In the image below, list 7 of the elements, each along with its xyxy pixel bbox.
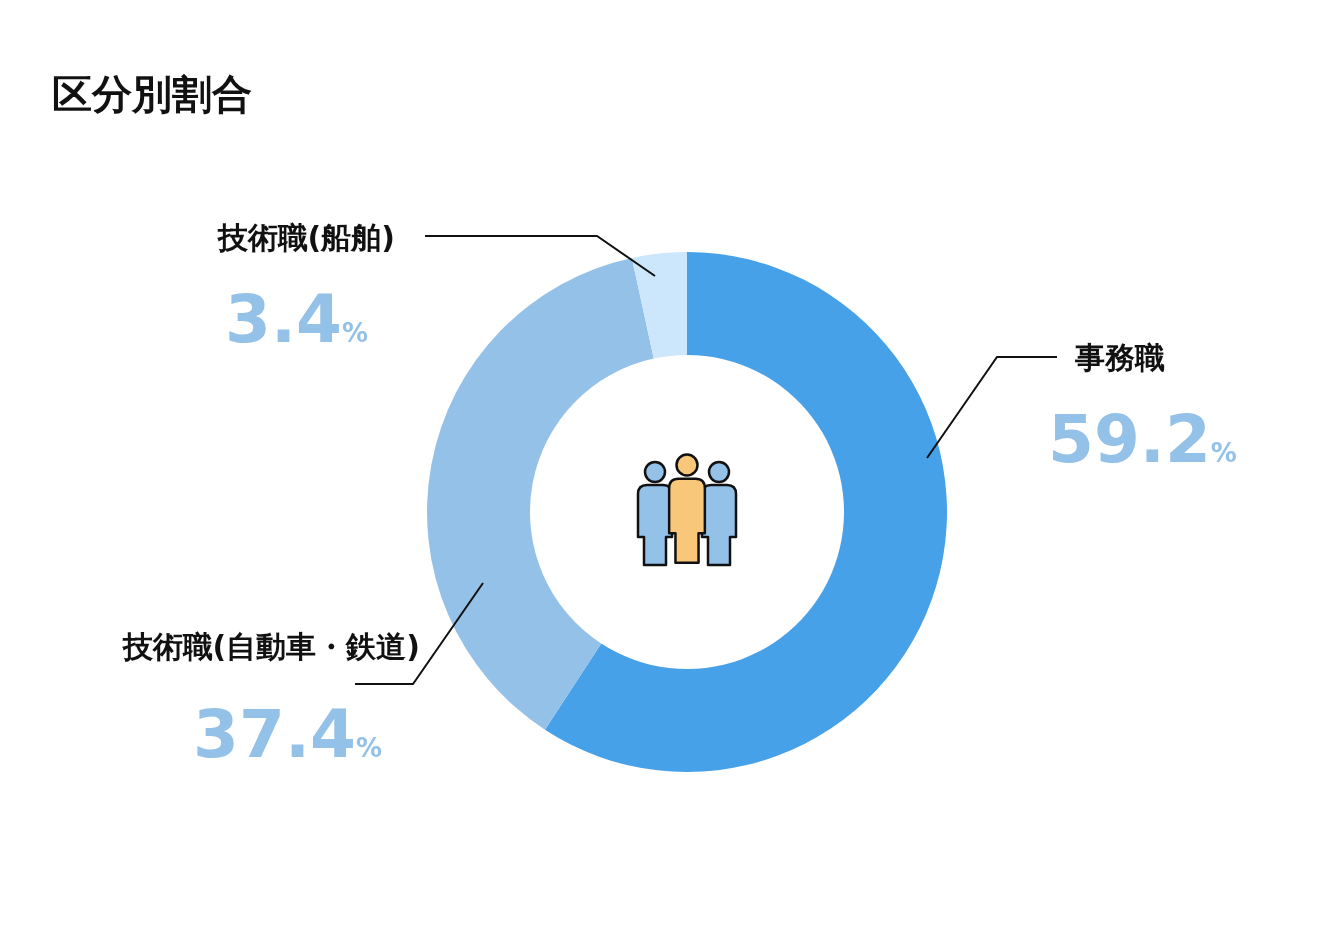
slice-label: 技術職(自動車・鉄道) [121, 629, 420, 664]
data-label: 3.4% [225, 281, 368, 358]
slice-label: 事務職 [1074, 340, 1165, 375]
data-label: 59.2% [1048, 401, 1237, 478]
slice-label: 技術職(船舶) [216, 220, 395, 255]
chart-title: 区分別割合 [52, 71, 252, 117]
data-label: 37.4% [193, 696, 382, 773]
